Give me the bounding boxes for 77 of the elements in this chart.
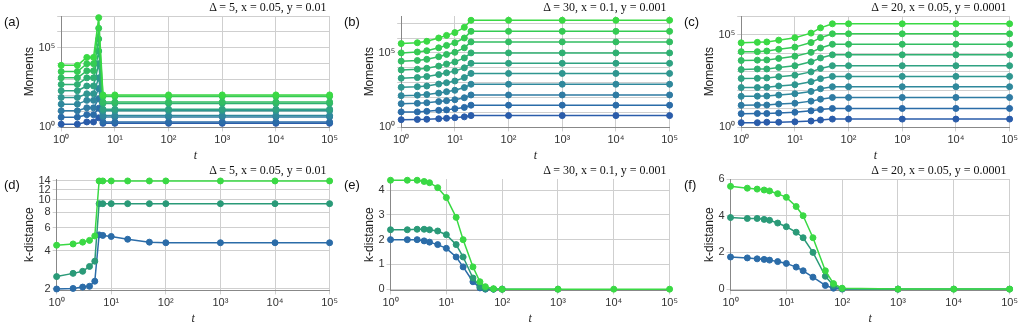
text: Δ = 30, x = 0.1, y = 0.001	[543, 0, 667, 15]
x-tick-label: 10¹	[106, 133, 124, 146]
y-tick-label: 10⁵	[38, 40, 56, 53]
x-tick-label: 10³	[890, 296, 907, 309]
x-tick-label: 10⁰	[53, 133, 70, 146]
chart-title: (f)	[684, 177, 697, 192]
y-tick-label: 0	[378, 282, 385, 295]
x-axis-title: t	[191, 310, 196, 325]
x-tick-label: 10¹	[103, 296, 120, 309]
x-tick-label: 10³	[214, 133, 231, 146]
chart-title: (e)	[344, 177, 360, 192]
x-tick-label: 10³	[550, 296, 567, 309]
y-tick-label: 2	[378, 232, 385, 245]
y-axis-title: k-distance	[21, 207, 36, 263]
y-tick-label: 8	[44, 205, 51, 218]
x-tick-label: 10⁴	[945, 296, 963, 309]
x-axis-title: t	[193, 147, 198, 162]
y-tick-label: 10⁰	[718, 120, 736, 133]
y-axis-title: Moments	[701, 47, 716, 97]
y-tick-label: 2	[718, 245, 725, 258]
x-tick-label: 10¹	[786, 133, 804, 146]
y-tick-label: 10⁵	[718, 27, 736, 40]
y-tick-label: 10⁰	[38, 120, 56, 133]
chart-title: (d)	[4, 177, 20, 192]
y-tick-label: 0	[718, 282, 725, 295]
text: Δ = 20, x = 0.05, y = 0.0001	[871, 163, 1007, 178]
x-axis-title: t	[868, 310, 873, 325]
y-tick-label: 3	[378, 207, 385, 220]
x-tick-label: 10²	[157, 296, 175, 309]
x-tick-label: 10²	[840, 133, 857, 146]
x-tick-label: 10³	[894, 133, 911, 146]
x-tick-label: 10⁰	[733, 133, 750, 146]
x-tick-label: 10¹	[438, 296, 455, 309]
y-tick-label: 10⁵	[378, 45, 396, 58]
x-tick-label: 10⁵	[661, 296, 678, 309]
y-tick-label: 6	[718, 172, 725, 185]
x-tick-label: 10²	[834, 296, 851, 309]
y-axis-title: k-distance	[701, 207, 716, 263]
x-tick-label: 10⁵	[1001, 296, 1018, 309]
y-tick-label: 4	[44, 243, 51, 256]
y-axis-title: Moments	[361, 47, 376, 97]
chart-title: (b)	[344, 14, 360, 29]
x-tick-label: 10³	[212, 296, 229, 309]
x-tick-label: 10¹	[778, 296, 795, 309]
x-axis-title: t	[533, 147, 538, 162]
x-axis-title: t	[873, 147, 878, 162]
text: Δ = 5, x = 0.05, y = 0.01	[209, 163, 327, 178]
y-tick-label: 4	[718, 208, 725, 221]
y-tick-label: 4	[378, 183, 385, 196]
x-tick-label: 10⁴	[947, 133, 965, 146]
y-axis-title: Moments	[21, 47, 36, 97]
x-tick-label: 10⁵	[1001, 133, 1018, 146]
x-tick-label: 10²	[500, 133, 517, 146]
y-tick-label: 1	[378, 257, 385, 270]
x-tick-label: 10⁵	[321, 296, 338, 309]
chart-title: (a)	[4, 14, 20, 29]
x-tick-label: 10⁵	[321, 133, 338, 146]
x-tick-label: 10⁵	[661, 133, 678, 146]
x-tick-label: 10²	[160, 133, 177, 146]
chart-title: (c)	[684, 14, 700, 29]
x-tick-label: 10⁰	[393, 133, 410, 146]
y-tick-label: 10	[38, 192, 51, 205]
y-tick-label: 6	[44, 221, 51, 234]
text: Δ = 30, x = 0.1, y = 0.001	[543, 163, 667, 178]
text: Δ = 20, x = 0.05, y = 0.0001	[871, 0, 1007, 15]
x-tick-label: 10³	[554, 133, 571, 146]
x-tick-label: 10⁴	[266, 296, 284, 309]
y-axis-title: k-distance	[361, 207, 376, 263]
x-tick-label: 10⁴	[267, 133, 285, 146]
x-tick-label: 10⁴	[605, 296, 623, 309]
x-tick-label: 10¹	[446, 133, 464, 146]
y-tick-label: 10⁰	[378, 120, 396, 133]
x-axis-title: t	[528, 310, 533, 325]
x-tick-label: 10²	[494, 296, 511, 309]
x-tick-label: 10⁴	[607, 133, 625, 146]
text: Δ = 5, x = 0.05, y = 0.01	[209, 0, 327, 15]
y-tick-label: 2	[44, 282, 51, 295]
